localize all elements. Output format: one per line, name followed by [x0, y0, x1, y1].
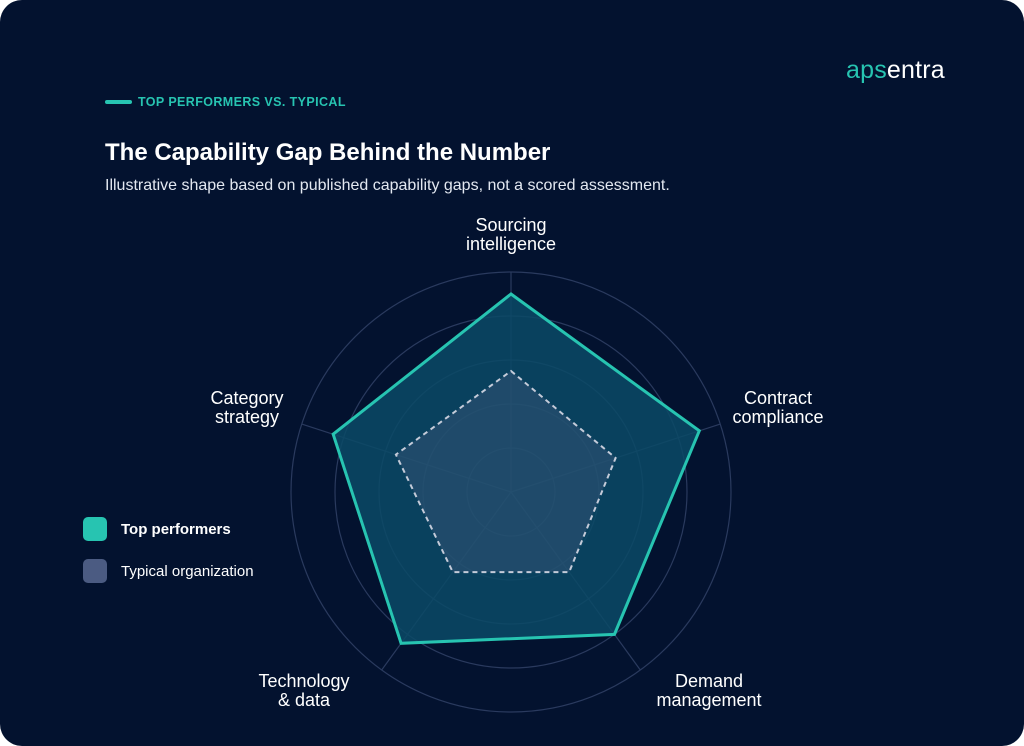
eyebrow: TOP PERFORMERS VS. TYPICAL [105, 95, 346, 109]
axis-label-line: Sourcing [475, 215, 546, 235]
axis-label-line: compliance [732, 407, 823, 427]
legend-label-typical-organization: Typical organization [121, 562, 254, 580]
axis-label-line: & data [278, 690, 331, 710]
axis-label-line: Category [210, 388, 283, 408]
legend-item-typical-organization: Typical organization [83, 559, 254, 583]
legend-item-top-performers: Top performers [83, 517, 254, 541]
axis-label-line: strategy [215, 407, 279, 427]
legend-swatch-top-performers [83, 517, 107, 541]
series-top-performers-area [333, 294, 700, 644]
chart-subtitle: Illustrative shape based on published ca… [105, 177, 670, 194]
series-typical-organization-area [395, 371, 616, 573]
axis-label-line: intelligence [466, 234, 556, 254]
axis-label-line: Technology [258, 671, 349, 691]
eyebrow-text: TOP PERFORMERS VS. TYPICAL [138, 95, 346, 109]
brand-logo-suffix: entra [886, 56, 945, 84]
axis-label-line: Contract [744, 388, 812, 408]
axis-label: Category strategy [210, 388, 283, 427]
radar-axis-labels: Sourcing intelligence Contract compliance De… [210, 215, 823, 710]
legend: Top performers Typical organization [83, 517, 254, 601]
legend-swatch-typical-organization [83, 559, 107, 583]
axis-label: Sourcing intelligence [466, 215, 556, 254]
series-top-performers-outline [331, 292, 702, 645]
axis-label: Technology & data [258, 671, 349, 710]
axis-label-line: management [656, 690, 761, 710]
series-typical-organization-outline [394, 369, 617, 574]
axis-label-line: Demand [675, 671, 743, 691]
radar-series [331, 292, 702, 645]
brand-logo: apsentra [846, 56, 945, 85]
axis-label: Contract compliance [732, 388, 823, 427]
eyebrow-bar [105, 100, 132, 104]
chart-title: The Capability Gap Behind the Number [105, 139, 551, 166]
axis-label: Demand management [656, 671, 761, 710]
brand-logo-prefix: aps [846, 56, 887, 84]
legend-label-top-performers: Top performers [121, 520, 231, 538]
